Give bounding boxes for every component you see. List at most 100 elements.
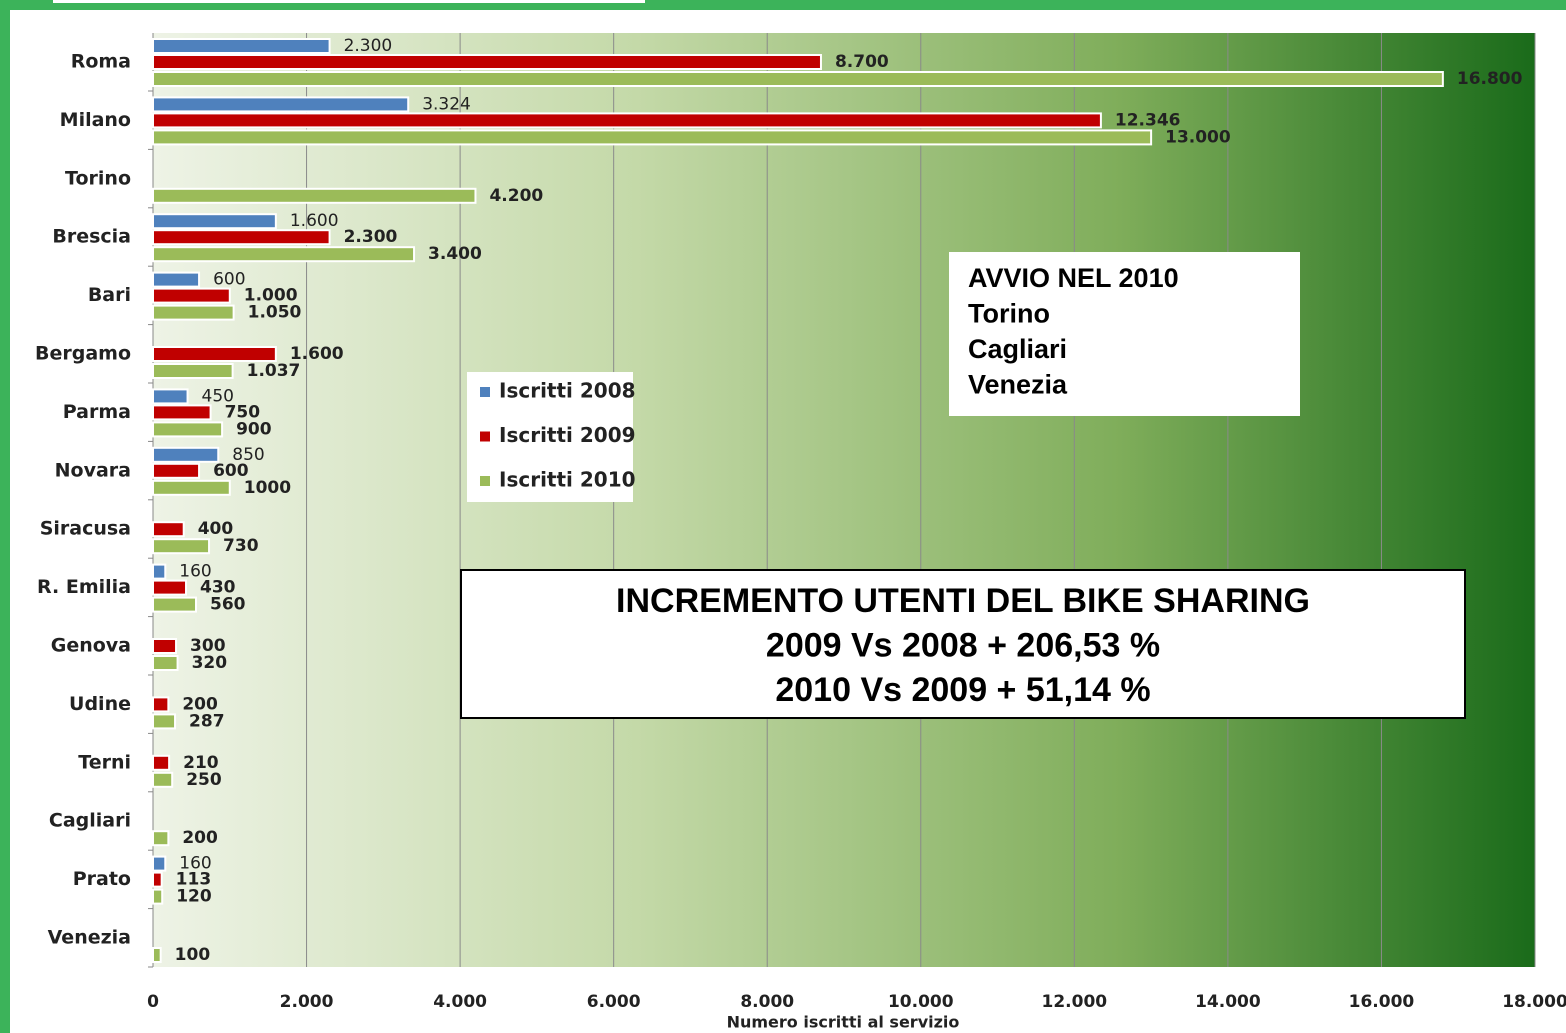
value-label: 320 [192, 653, 228, 673]
value-label: 12.346 [1115, 110, 1181, 130]
plot-area [153, 33, 1535, 967]
x-tick-label: 12.000 [1042, 992, 1108, 1012]
legend-label: Iscritti 2010 [499, 468, 636, 492]
bar [152, 521, 185, 538]
value-label: 160 [179, 854, 211, 874]
value-label: 900 [236, 419, 272, 439]
x-tick-label: 4.000 [433, 992, 487, 1012]
category-label: Roma [71, 51, 131, 73]
bar [152, 363, 234, 379]
value-label: 210 [183, 753, 219, 773]
value-label: 100 [175, 945, 211, 965]
value-label: 3.400 [428, 244, 482, 264]
value-label: 287 [189, 711, 225, 731]
bar [152, 421, 224, 438]
value-label: 160 [179, 562, 211, 582]
bar [152, 187, 477, 204]
top-strip [53, 0, 645, 3]
value-label: 750 [225, 402, 261, 422]
value-label: 600 [213, 461, 249, 481]
x-tick-label: 16.000 [1349, 992, 1415, 1012]
value-label: 200 [182, 694, 218, 714]
value-label: 1.600 [290, 344, 344, 364]
value-label: 2.300 [344, 36, 393, 56]
annotation-box [949, 252, 1300, 416]
bar [152, 871, 163, 888]
value-label: 1000 [244, 478, 291, 498]
category-label: Terni [78, 751, 131, 773]
bar [152, 888, 164, 905]
bar [152, 754, 171, 771]
bar [152, 229, 331, 246]
value-label: 560 [210, 595, 246, 615]
bar [152, 462, 201, 479]
annotation-text: Venezia [968, 370, 1068, 400]
category-label: Bari [88, 284, 131, 306]
value-label: 300 [190, 636, 226, 656]
value-label: 250 [186, 770, 222, 790]
bar [152, 246, 416, 263]
bar [152, 479, 231, 496]
bar [152, 54, 822, 70]
bar [152, 271, 201, 288]
value-label: 200 [182, 828, 218, 848]
annotation-text: 2010 Vs 2009 + 51,14 % [775, 671, 1150, 709]
bar [152, 638, 178, 654]
bar [152, 655, 179, 671]
category-label: Parma [63, 401, 131, 423]
category-label: Novara [55, 459, 131, 481]
legend-swatch [480, 387, 490, 397]
category-label: Siracusa [40, 518, 131, 540]
annotation-text: Cagliari [968, 334, 1067, 364]
x-tick-label: 18.000 [1502, 992, 1566, 1012]
annotation-box [460, 569, 1466, 719]
bar [152, 404, 212, 421]
category-label: Venezia [48, 927, 131, 949]
value-label: 850 [232, 445, 264, 465]
legend-label: Iscritti 2009 [499, 423, 636, 447]
category-label: Milano [60, 109, 131, 131]
category-label: Genova [51, 635, 131, 657]
category-label: Bergamo [35, 343, 131, 365]
value-label: 4.200 [489, 186, 543, 206]
value-label: 120 [176, 887, 212, 907]
x-tick-label: 10.000 [888, 992, 954, 1012]
value-label: 1.037 [247, 361, 301, 381]
value-label: 400 [198, 519, 234, 539]
legend-swatch [480, 431, 490, 442]
bar [152, 129, 1153, 146]
bar [152, 947, 162, 963]
category-label: Torino [65, 167, 131, 189]
category-label: Udine [69, 693, 131, 715]
bar [152, 213, 277, 230]
x-tick-label: 6.000 [587, 992, 641, 1012]
value-label: 600 [213, 270, 245, 290]
bar [152, 596, 197, 613]
category-label: Cagliari [49, 810, 131, 832]
bar [152, 346, 277, 362]
x-tick-label: 8.000 [740, 992, 794, 1012]
bar [152, 713, 177, 730]
value-label: 3.324 [422, 94, 471, 114]
bar [152, 38, 331, 54]
x-tick-label: 2.000 [280, 992, 334, 1012]
bar [152, 771, 174, 788]
bar [152, 112, 1102, 129]
value-label: 730 [223, 536, 259, 556]
annotation-text: INCREMENTO UTENTI DEL BIKE SHARING [616, 582, 1310, 620]
x-tick-label: 0 [147, 992, 159, 1012]
bar [152, 830, 170, 847]
value-label: 1.050 [248, 303, 302, 323]
value-label: 113 [176, 870, 212, 890]
value-label: 430 [200, 578, 236, 598]
value-label: 450 [202, 386, 234, 406]
x-tick-label: 14.000 [1195, 992, 1261, 1012]
bar [152, 388, 189, 405]
value-label: 8.700 [835, 52, 889, 72]
bar [152, 579, 188, 596]
bar [152, 96, 410, 113]
category-label: Brescia [52, 226, 131, 248]
value-label: 16.800 [1457, 69, 1523, 89]
value-label: 2.300 [344, 227, 398, 247]
